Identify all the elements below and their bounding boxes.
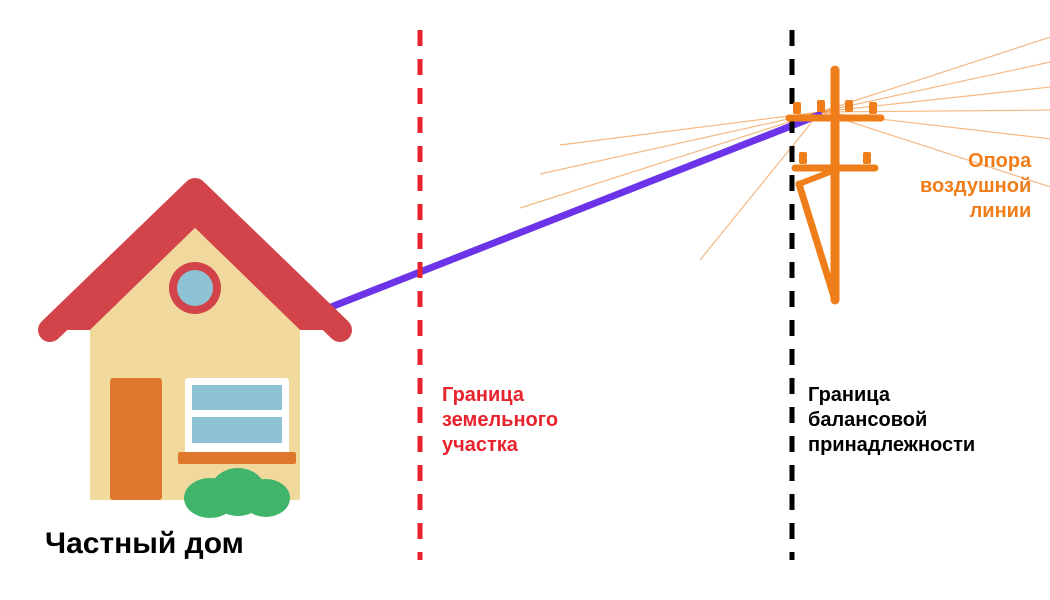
overhead-wire [820,110,1050,112]
overhead-wire [820,60,1050,112]
diagram-svg [0,0,1050,600]
diagram-stage: Частный дом Граница земельного участка Г… [0,0,1050,600]
overhead-wire [820,34,1050,112]
pole-label: Опора воздушной линии [920,149,1031,224]
balance-boundary-label: Граница балансовой принадлежности [808,383,975,458]
house-icon [50,190,340,518]
utility-pole-icon [789,70,881,300]
overhead-wire [520,112,820,208]
service-cable [298,115,819,320]
overhead-wire [820,86,1050,112]
land-boundary-label: Граница земельного участка [442,383,558,458]
house-label: Частный дом [45,525,244,563]
